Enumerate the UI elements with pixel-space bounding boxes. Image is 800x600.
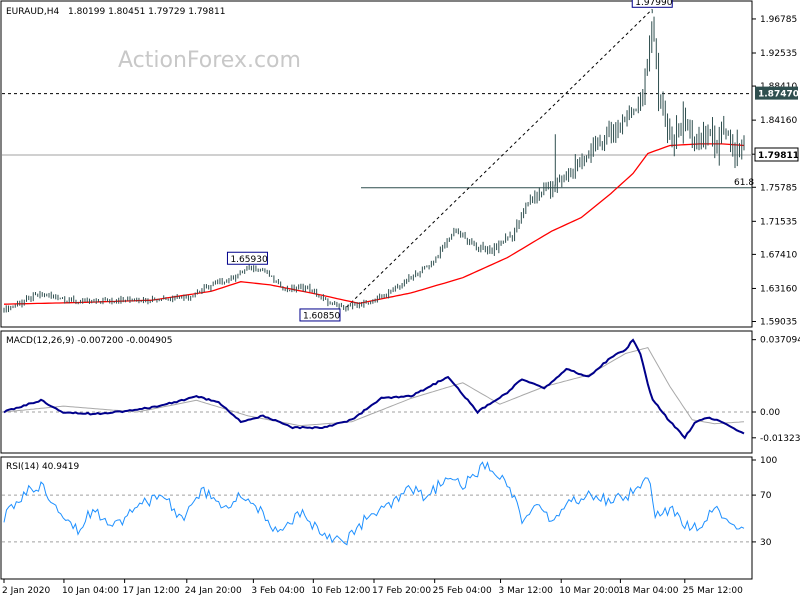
rsi-tick-label: 70	[760, 491, 772, 501]
price-tick-label: 1.84160	[760, 116, 797, 126]
price-tick-label: 1.63160	[760, 284, 797, 294]
time-tick-label: 25 Mar 12:00	[683, 586, 743, 596]
chart-header-ohlc: 1.80199 1.80451 1.79729 1.79811	[68, 7, 225, 17]
resistance-price-label: 1.87470	[758, 90, 799, 100]
current-price-frame	[754, 147, 799, 162]
macd-label: MACD(12,26,9) -0.007200 -0.004905	[6, 336, 172, 346]
price-panel	[0, 0, 753, 328]
chart-header-symbol: EURAUD,H4	[6, 7, 59, 17]
current-price-box	[755, 147, 798, 161]
macd-tick-label: 0.00	[760, 408, 780, 418]
fib-61-8-label: 61.8	[734, 178, 754, 188]
price-tick-label: 1.96785	[760, 15, 797, 25]
price-tick-label: 1.59035	[760, 318, 797, 328]
time-tick-label: 3 Mar 12:00	[499, 586, 554, 596]
rsi-tick-label: 30	[760, 538, 772, 548]
watermark: ActionForex.com	[118, 48, 301, 73]
price-tick-label: 1.71535	[760, 217, 797, 227]
annotation-box	[299, 308, 341, 322]
time-tick-label: 25 Feb 04:00	[433, 586, 492, 596]
macd-tick-label: 0.037094	[760, 336, 800, 346]
price-tick-label: 1.92535	[760, 49, 797, 59]
annotation-box	[226, 251, 268, 265]
time-tick-label: 17 Jan 12:00	[123, 586, 180, 596]
price-tick-label: 1.75785	[760, 183, 797, 193]
macd-line	[3, 338, 745, 440]
trendline	[346, 8, 653, 308]
time-tick-label: 10 Mar 20:00	[559, 586, 619, 596]
rsi-line	[3, 461, 745, 546]
price-tick-label: 1.67410	[760, 250, 797, 260]
time-tick-label: 3 Feb 04:00	[251, 586, 305, 596]
resistance-price-box	[755, 86, 798, 100]
annotation-label: 1.65930	[230, 255, 267, 265]
time-tick-label: 18 Mar 04:00	[618, 586, 678, 596]
time-tick-label: 10 Feb 12:00	[311, 586, 370, 596]
time-tick-label: 24 Jan 20:00	[185, 586, 242, 596]
annotation-box	[631, 0, 673, 8]
time-tick-label: 2 Jan 2020	[2, 586, 50, 596]
time-tick-label: 17 Feb 20:00	[372, 586, 431, 596]
rsi-label: RSI(14) 40.9419	[6, 462, 79, 472]
rsi-panel	[0, 456, 753, 580]
annotation-label: 1.97990	[635, 0, 672, 8]
annotation-label: 1.60850	[303, 311, 340, 321]
rsi-tick-label: 100	[760, 456, 777, 466]
macd-tick-label: -0.013231	[760, 434, 800, 444]
current-price-label: 1.79811	[758, 151, 799, 161]
time-tick-label: 10 Jan 04:00	[62, 586, 119, 596]
macd-panel	[0, 330, 753, 454]
